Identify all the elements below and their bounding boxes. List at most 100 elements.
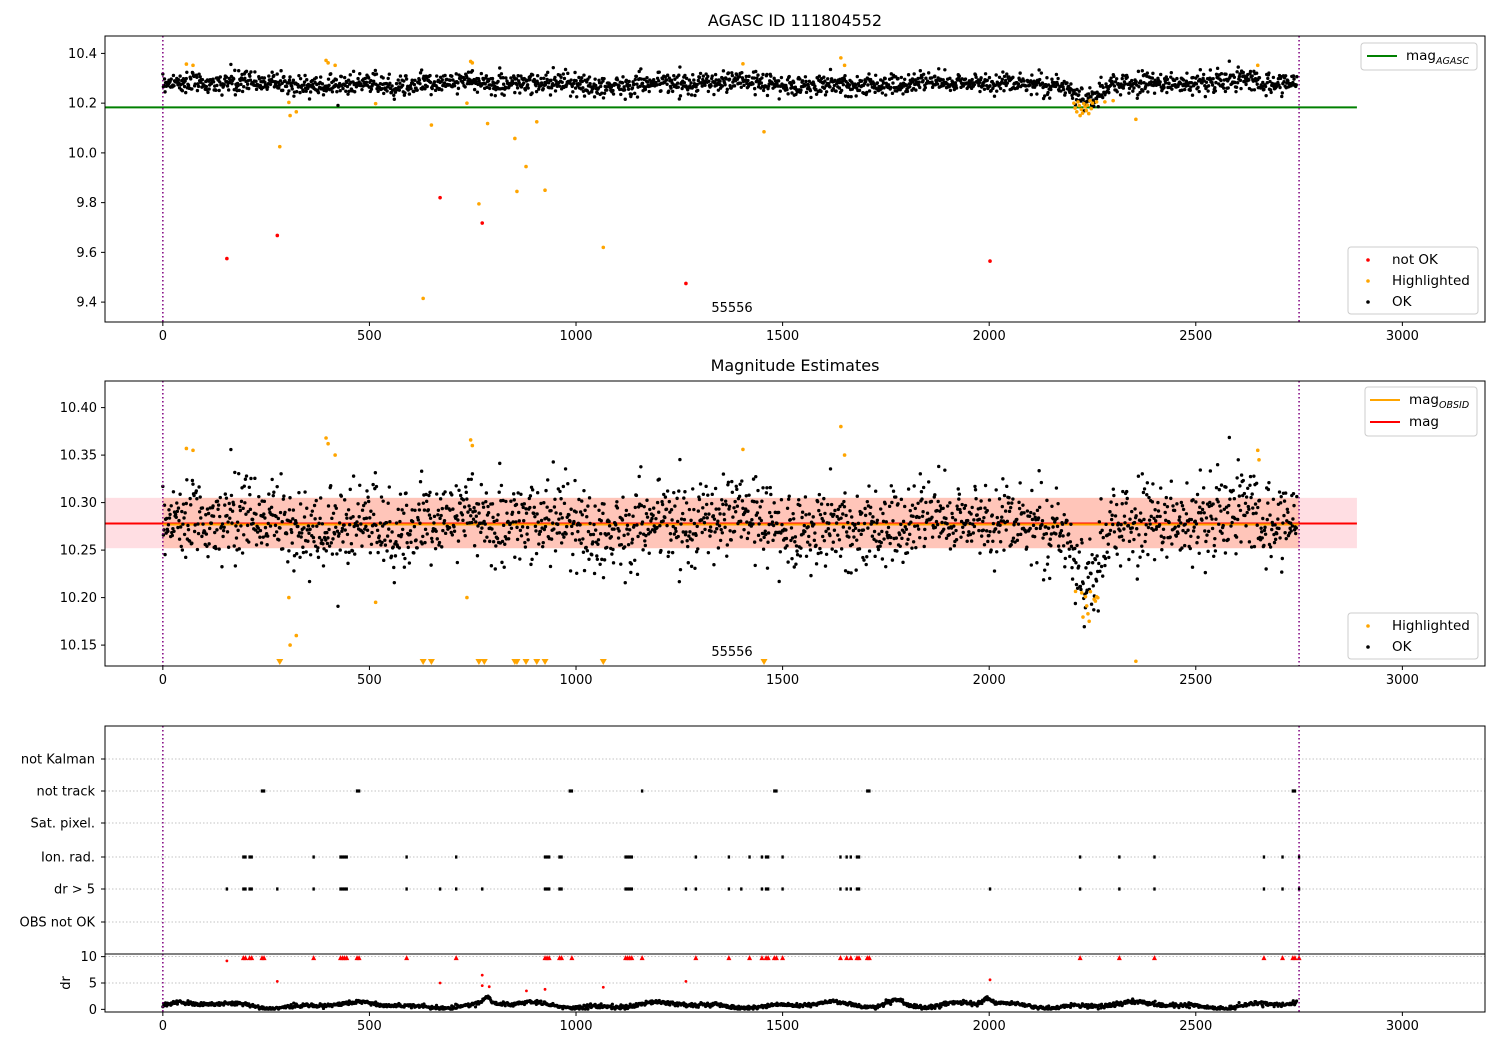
ok-point <box>684 76 689 81</box>
ok-point <box>438 497 443 501</box>
ok-point <box>846 94 851 99</box>
ok-point <box>576 529 580 534</box>
ok-point <box>1289 529 1293 533</box>
ok-point <box>1261 80 1265 85</box>
ok-point <box>1290 524 1295 528</box>
ok-point <box>338 89 342 93</box>
ok-point <box>1079 537 1084 542</box>
ok-point <box>433 546 438 551</box>
ok-point <box>534 529 538 533</box>
ok-point <box>1137 533 1141 537</box>
ok-point <box>967 530 971 534</box>
ok-point <box>262 76 267 80</box>
ok-point <box>271 493 275 498</box>
ok-point <box>745 520 749 524</box>
ok-point <box>306 524 311 528</box>
ok-point <box>970 505 974 510</box>
ok-point <box>197 510 202 514</box>
ok-point <box>823 511 827 516</box>
ok-point <box>237 471 241 476</box>
ok-point <box>997 530 1001 534</box>
ok-point <box>1181 78 1186 82</box>
ok-point <box>894 495 898 499</box>
ok-point <box>363 76 368 81</box>
ok-point <box>171 490 176 494</box>
ok-point <box>261 85 265 90</box>
ok-point <box>937 464 941 469</box>
ok-point <box>1044 525 1048 529</box>
ok-point <box>605 88 609 92</box>
ok-point <box>470 472 475 476</box>
ok-point <box>1282 79 1286 84</box>
ok-point <box>598 562 602 566</box>
ok-point <box>482 539 487 543</box>
ok-point <box>360 508 365 512</box>
ok-point <box>379 495 384 499</box>
ok-point <box>1194 522 1199 526</box>
ok-point <box>406 545 410 550</box>
y-tick-label: 10.4 <box>68 47 97 62</box>
ok-point <box>1210 526 1215 531</box>
ok-point <box>244 512 248 516</box>
ok-point <box>721 472 726 476</box>
ok-point <box>215 83 219 88</box>
ok-point <box>880 529 884 534</box>
ok-point <box>515 537 520 542</box>
ok-point <box>1179 521 1183 525</box>
ok-point <box>198 495 202 499</box>
timeline-event <box>630 855 633 859</box>
ok-point <box>1063 565 1067 569</box>
highlighted-point <box>1087 619 1091 624</box>
ok-point <box>197 485 201 489</box>
ok-point <box>267 507 272 511</box>
highlighted-point <box>1086 611 1090 616</box>
ok-point <box>307 97 312 101</box>
ok-point <box>360 544 364 548</box>
ok-point <box>822 496 826 501</box>
ok-point <box>553 497 557 501</box>
ok-point <box>948 501 952 505</box>
ok-point <box>428 80 433 85</box>
timeline-event <box>1153 887 1156 891</box>
legend-marker-highlighted <box>1366 279 1370 283</box>
ok-point <box>1077 550 1081 554</box>
ok-point <box>1116 521 1121 525</box>
ok-point <box>1017 500 1021 505</box>
ok-point <box>545 77 549 82</box>
ok-point <box>1197 551 1201 555</box>
below-range-marker <box>533 659 541 665</box>
ok-point <box>633 505 637 510</box>
x-tick-label: 1000 <box>559 673 592 688</box>
ok-point <box>817 492 822 497</box>
ok-point <box>366 495 370 499</box>
ok-point <box>1146 552 1150 557</box>
ok-point <box>403 556 407 561</box>
ok-point <box>885 530 889 535</box>
ok-point <box>868 77 873 82</box>
ok-point <box>680 86 684 91</box>
ok-point <box>177 537 182 541</box>
ok-point <box>364 524 368 529</box>
ok-point <box>524 511 529 515</box>
highlighted-point <box>1079 591 1084 595</box>
ok-point <box>588 532 593 537</box>
ok-point <box>356 502 360 506</box>
ok-point <box>178 492 182 496</box>
ok-point <box>929 76 934 80</box>
ok-point <box>557 84 562 88</box>
ok-point <box>190 87 194 91</box>
ok-point <box>595 91 600 95</box>
ok-point <box>870 534 875 538</box>
ok-point <box>1149 80 1153 84</box>
ok-point <box>1189 81 1194 85</box>
ok-point <box>486 511 491 515</box>
ok-point <box>1265 81 1269 85</box>
ok-point <box>342 75 347 80</box>
highlighted-point <box>1073 106 1077 110</box>
ok-point <box>520 525 525 529</box>
ok-point <box>722 512 726 516</box>
ok-point <box>914 545 918 550</box>
highlighted-point <box>465 101 469 105</box>
ok-point <box>1254 71 1259 75</box>
ok-point <box>841 82 846 87</box>
